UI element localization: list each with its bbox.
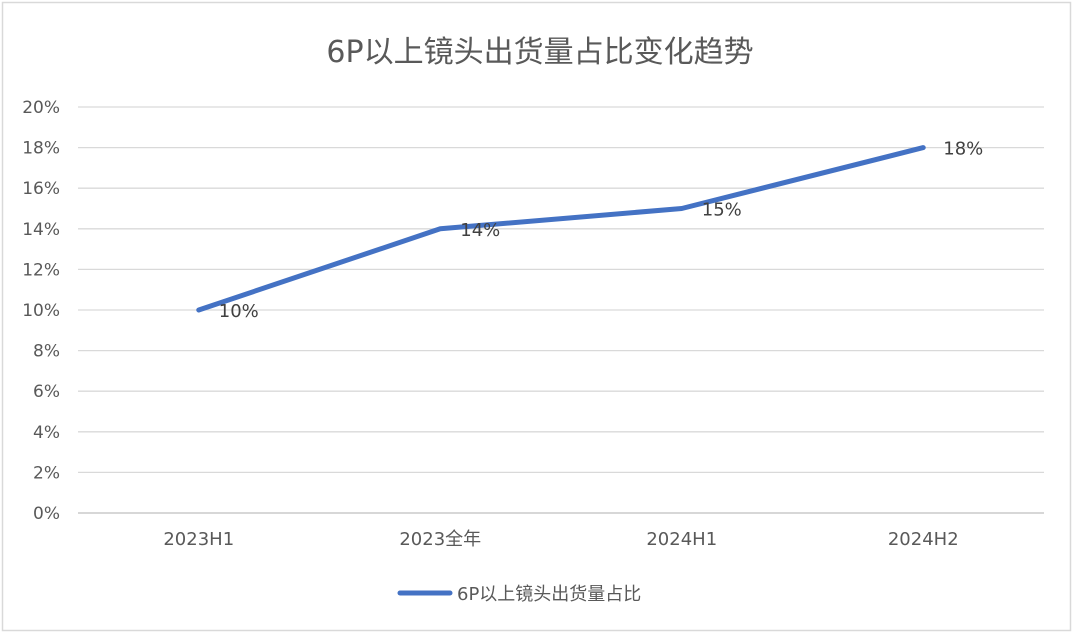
y-tick-label: 12% [22,260,60,280]
data-label: 15% [702,200,742,221]
x-tick-label: 2024H2 [888,529,959,550]
y-tick-label: 6% [33,382,60,402]
y-tick-label: 18% [22,139,60,159]
data-label: 14% [460,220,500,241]
y-tick-label: 14% [22,220,60,240]
x-tick-label: 2023全年 [399,529,481,550]
data-label: 18% [943,139,983,160]
x-tick-label: 2024H1 [646,529,717,550]
y-tick-label: 2% [33,463,60,483]
y-tick-label: 4% [33,423,60,443]
y-tick-label: 16% [22,179,60,199]
y-tick-label: 8% [33,342,60,362]
y-tick-label: 0% [33,504,60,524]
y-tick-label: 10% [22,301,60,321]
chart-title: 6P以上镜头出货量占比变化趋势 [326,35,753,70]
x-tick-label: 2023H1 [163,529,234,550]
legend-label: 6P以上镜头出货量占比 [457,584,641,605]
data-label: 10% [219,301,259,322]
y-tick-label: 20% [22,98,60,118]
